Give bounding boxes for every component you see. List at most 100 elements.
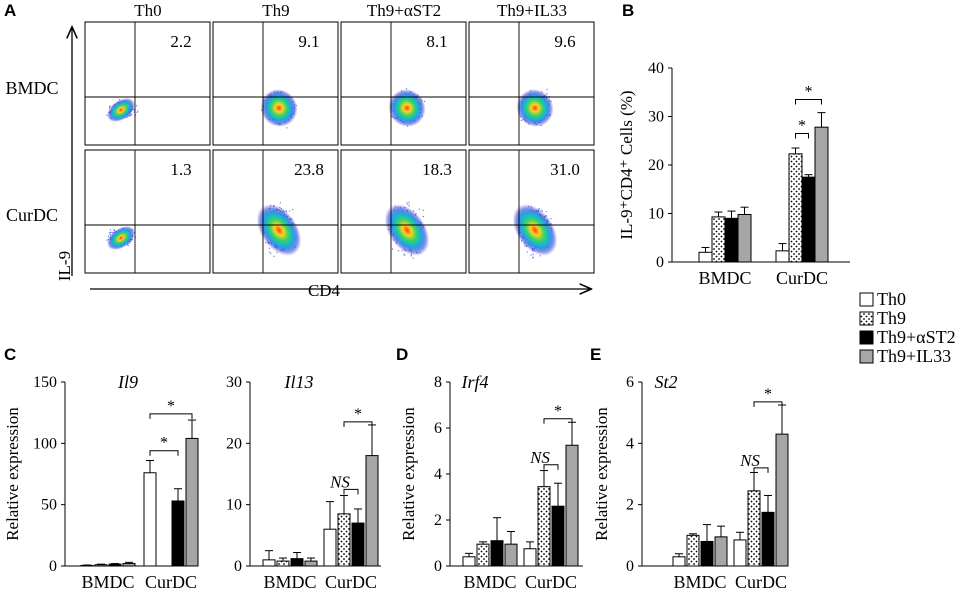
flow-density [384,204,430,256]
flow-column-header: Th9 [262,1,289,20]
bar [775,433,789,567]
significance-label: * [354,406,362,423]
legend-swatch [859,349,874,364]
significance-label: * [167,398,175,415]
bar [672,556,686,567]
bar [700,540,714,567]
legend-label: Th0 [877,289,906,309]
bar [788,153,803,263]
y-tick-label: 10 [648,206,664,223]
chart-b: 0 10 20 30 40 IL-9⁺CD4⁺ Cells (%) BMDC CurDC * * [617,60,850,288]
significance-bracket [795,132,809,139]
category-label: BMDC [263,572,316,592]
y-tick-label: 20 [226,435,242,452]
bar [733,539,747,567]
bar [276,560,290,567]
y-axis-label: Relative expression [3,407,22,541]
flow-cytometry-panel: Th0 Th9 Th9+αST2 Th9+IL33 BMDC CurDC IL-… [5,1,595,300]
flow-density [256,204,302,256]
bar [551,505,565,567]
flow-density [107,226,135,250]
y-tick-label: 2 [434,512,442,529]
flow-row-label: CurDC [6,205,58,225]
significance-bracket [795,99,822,105]
panel-label-e: E [590,345,601,364]
significance-bracket [149,413,193,419]
bar [775,250,790,263]
y-tick-label: 6 [434,420,442,437]
y-tick-label: 10 [226,497,242,514]
bar [523,548,537,567]
flow-plot: 1.3 [84,149,211,274]
flow-percentage: 9.1 [298,32,319,51]
category-label: BMDC [81,572,134,592]
flow-plot: 18.3 [340,149,467,274]
bar [504,543,518,567]
y-tick-label: 0 [626,558,634,575]
category-label: CurDC [525,572,577,592]
y-axis-label: Relative expression [592,407,611,541]
significance-label: NS [329,472,350,491]
bar [94,564,108,567]
significance-bracket [543,418,573,424]
bar [565,444,579,567]
panel-label-b: B [622,1,634,20]
significance-label: * [805,84,813,101]
chart-title: Irf4 [461,372,489,392]
flow-column-header: Th9+αST2 [367,1,441,20]
y-tick-label: 8 [434,374,442,391]
category-label: BMDC [463,572,516,592]
flow-ylabel: IL-9 [55,251,74,281]
chart-c-il9: 0 50 100 150 Il9 Relative expression BMDC CurDC… [3,372,199,592]
significance-label: NS [739,451,760,470]
flow-plot-frame [84,149,211,274]
chart-d-irf4: 0 2 4 6 8 Irf4 Relative expression BMDC CurDC NS * [399,372,583,592]
y-axis-label: IL-9⁺CD4⁺ Cells (%) [617,90,636,239]
significance-bracket [149,450,179,456]
y-tick-label: 4 [626,435,634,452]
flow-percentage: 9.6 [554,32,575,51]
bar [537,486,551,567]
bar [365,455,379,567]
flow-percentage: 2.2 [170,32,191,51]
bar [185,437,199,567]
significance-bracket [343,488,359,495]
category-label: CurDC [325,572,377,592]
category-label: CurDC [735,572,787,592]
bar [801,176,816,263]
y-axis-label: Relative expression [399,407,418,541]
bar [814,126,829,263]
flow-percentage: 18.3 [422,160,452,179]
flow-density [107,98,135,122]
category-label: CurDC [145,572,197,592]
y-tick-label: 6 [626,374,634,391]
flow-percentage: 8.1 [426,32,447,51]
bar [290,558,304,567]
category-label: CurDC [776,268,828,288]
y-tick-label: 0 [49,558,57,575]
legend-swatch [859,311,874,326]
flow-density [516,89,554,127]
category-label: BMDC [673,572,726,592]
legend-label: Th9+IL33 [877,346,951,366]
y-tick-label: 150 [33,374,57,391]
bar [108,563,122,567]
panel-label-c: C [4,345,16,364]
panel-label-d: D [396,345,408,364]
flow-column-header: Th9+IL33 [497,1,567,20]
y-tick-label: 40 [648,60,664,77]
bar [351,522,365,567]
legend-label: Th9+αST2 [877,327,956,347]
y-tick-label: 30 [648,109,664,126]
significance-label: * [798,117,806,134]
bar [714,536,728,567]
chart-title: St2 [654,372,677,392]
significance-bracket [753,467,769,473]
flow-column-header: Th0 [134,1,161,20]
flow-row-label: BMDC [5,78,58,98]
y-tick-label: 50 [41,497,57,514]
significance-bracket [343,421,373,427]
flow-percentage: 31.0 [550,160,580,179]
flow-xlabel: CD4 [308,281,341,300]
